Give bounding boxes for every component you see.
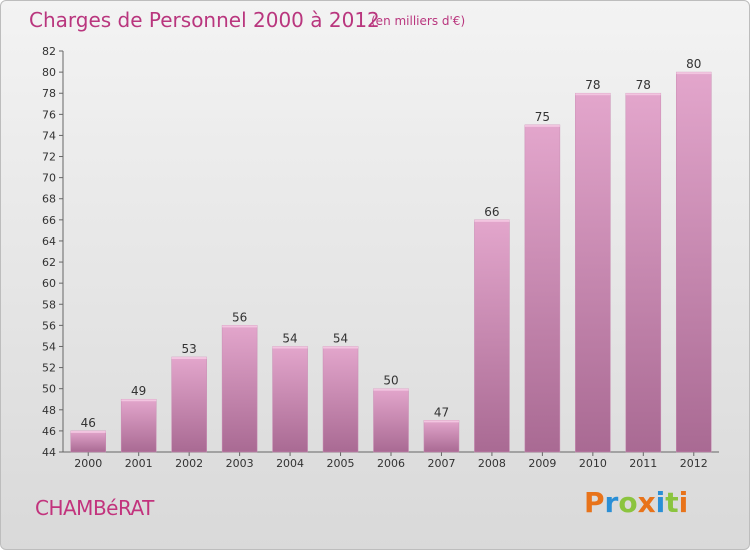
x-tick-label: 2002: [175, 457, 203, 470]
bar: [171, 356, 207, 453]
data-label: 47: [434, 405, 449, 419]
y-tick-label: 78: [42, 87, 56, 100]
y-tick-label: 50: [42, 383, 56, 396]
x-tick-label: 2003: [226, 457, 254, 470]
bar-highlight: [625, 93, 661, 96]
logo-letter: o: [618, 486, 638, 519]
x-tick-label: 2004: [276, 457, 304, 470]
chart-title: Charges de Personnel 2000 à 2012: [29, 8, 380, 32]
data-label: 53: [182, 342, 197, 356]
y-tick-label: 70: [42, 172, 56, 185]
bar: [373, 388, 409, 453]
logo-letter: i: [678, 486, 689, 519]
bar-highlight: [373, 388, 409, 391]
x-tick-label: 2007: [427, 457, 455, 470]
chart-subtitle: (en milliers d'€): [371, 14, 466, 28]
y-tick-label: 64: [42, 235, 56, 248]
data-label: 78: [636, 78, 651, 92]
bar: [322, 346, 359, 453]
logo-letter: r: [604, 486, 619, 519]
x-tick-label: 2012: [680, 457, 708, 470]
bar: [423, 420, 460, 453]
y-tick-label: 68: [42, 193, 56, 206]
y-tick-label: 62: [42, 256, 56, 269]
bar-highlight: [70, 430, 106, 433]
x-tick-label: 2011: [629, 457, 657, 470]
x-tick-label: 2009: [528, 457, 556, 470]
x-tick-label: 2000: [74, 457, 102, 470]
logo-letter: x: [637, 486, 656, 519]
x-tick-label: 2010: [579, 457, 607, 470]
y-tick-label: 54: [42, 340, 56, 353]
y-tick-label: 80: [42, 66, 56, 79]
y-tick-label: 52: [42, 362, 56, 375]
logo-letter: t: [665, 486, 679, 519]
bar-highlight: [222, 325, 258, 328]
data-label: 54: [333, 331, 348, 345]
bar: [575, 92, 611, 453]
bar-highlight: [474, 219, 510, 222]
data-label: 66: [484, 205, 499, 219]
bar: [272, 346, 308, 453]
y-tick-label: 72: [42, 151, 56, 164]
data-label: 49: [131, 384, 146, 398]
bar-highlight: [323, 346, 359, 349]
bar: [70, 430, 106, 453]
location-name: CHAMBéRAT: [35, 496, 154, 520]
bar-highlight: [575, 93, 611, 96]
x-tick-label: 2005: [327, 457, 355, 470]
y-tick-label: 60: [42, 277, 56, 290]
bar-highlight: [423, 420, 459, 423]
proxiti-logo: Proxiti: [584, 486, 688, 519]
x-tick-label: 2001: [125, 457, 153, 470]
y-tick-label: 46: [42, 425, 56, 438]
x-tick-label: 2006: [377, 457, 405, 470]
y-tick-label: 76: [42, 108, 56, 121]
logo-letter: P: [584, 486, 605, 519]
y-tick-label: 74: [42, 129, 56, 142]
bar-highlight: [524, 124, 560, 127]
data-label: 50: [383, 374, 398, 388]
y-tick-label: 66: [42, 214, 56, 227]
x-tick-label: 2008: [478, 457, 506, 470]
bar-highlight: [676, 72, 712, 75]
data-label: 46: [81, 416, 96, 430]
bar: [625, 92, 662, 453]
bar: [120, 398, 157, 453]
bar: [524, 124, 561, 453]
logo-letter: i: [655, 486, 666, 519]
data-label: 75: [535, 110, 550, 124]
bar: [676, 71, 712, 453]
data-label: 80: [686, 57, 701, 71]
y-tick-label: 58: [42, 298, 56, 311]
data-label: 54: [282, 331, 297, 345]
bar-highlight: [121, 399, 157, 402]
y-tick-label: 44: [42, 446, 56, 459]
bar-highlight: [171, 357, 207, 360]
bar: [221, 325, 258, 453]
data-label: 56: [232, 310, 247, 324]
y-tick-label: 56: [42, 319, 56, 332]
bar-highlight: [272, 346, 308, 349]
data-label: 78: [585, 78, 600, 92]
y-tick-label: 48: [42, 404, 56, 417]
y-tick-label: 82: [42, 45, 56, 58]
bar: [474, 219, 510, 453]
